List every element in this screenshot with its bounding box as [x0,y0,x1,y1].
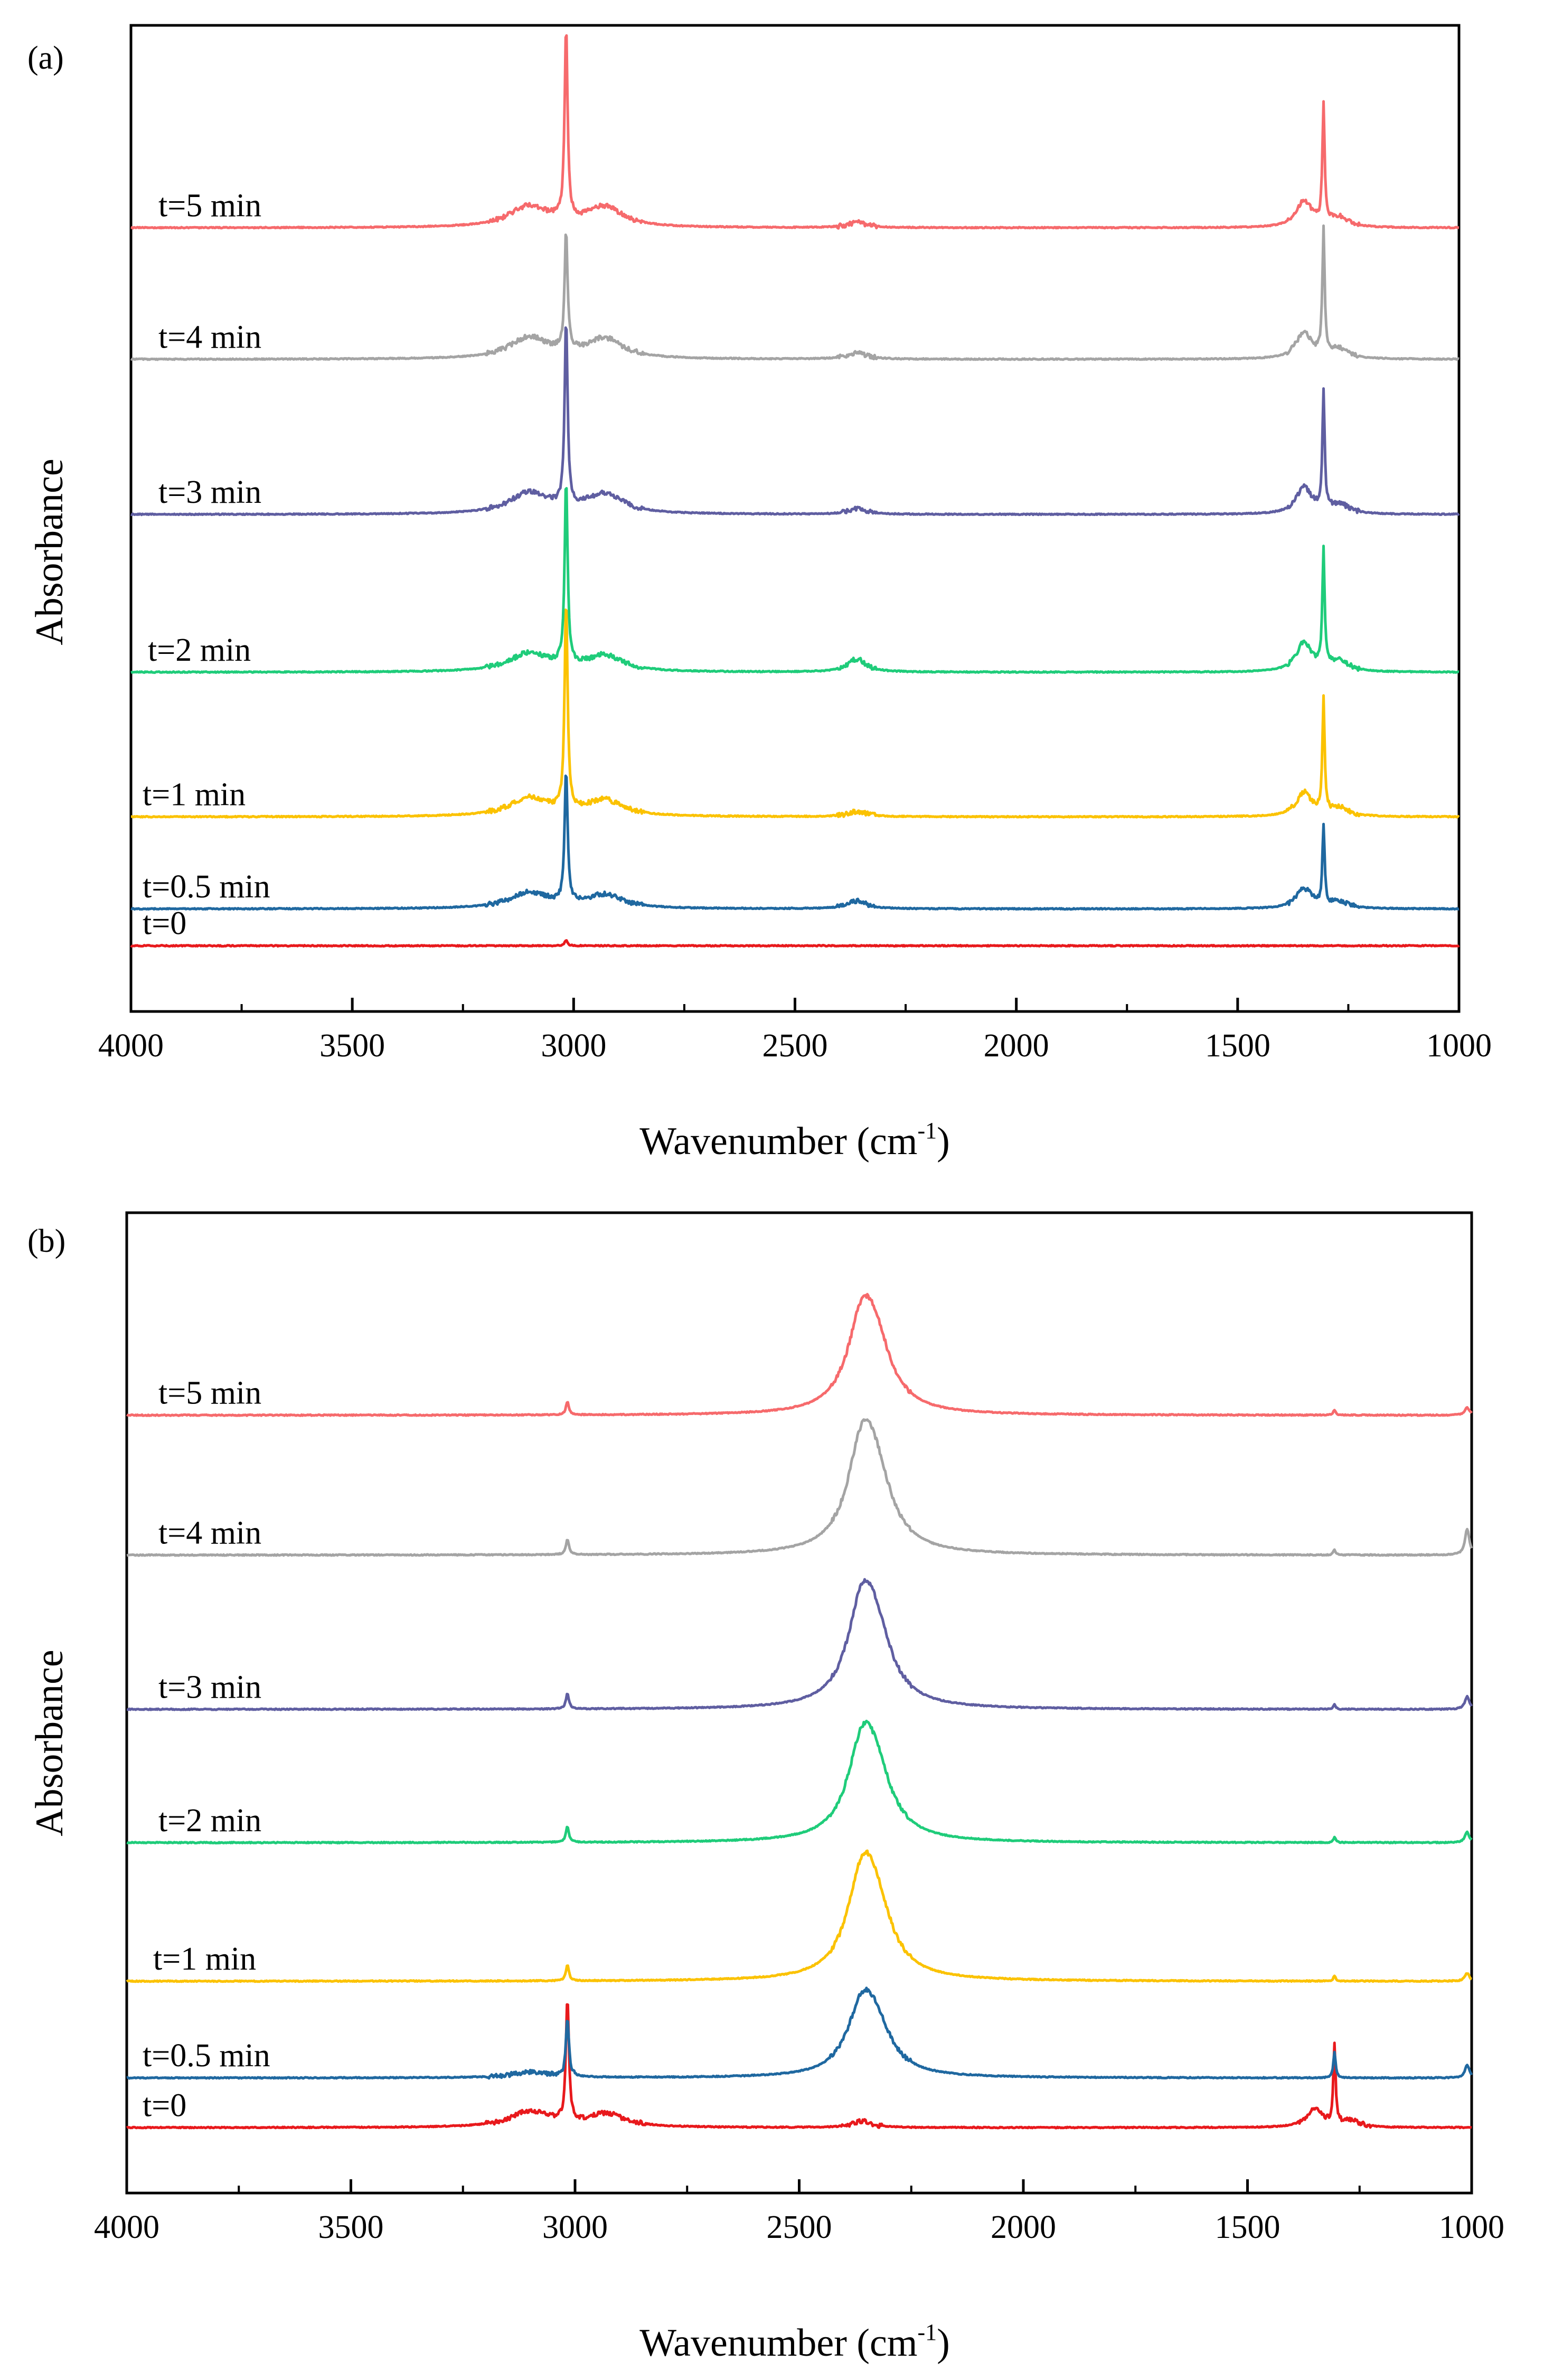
x-tick-label: 1000 [1439,2209,1504,2245]
x-tick-label: 3500 [318,2209,384,2245]
series-label: t=0 [143,906,186,942]
panel-a-x-axis-label-superscript: -1 [917,1118,937,1144]
series-label: t=5 min [158,188,261,223]
series-line [130,326,1460,517]
x-tick-label: 2000 [991,2209,1056,2245]
series-line [126,1849,1472,1983]
series-label: t=2 min [158,1803,261,1839]
series-line [130,487,1460,674]
series-label: t=0 [143,2087,186,2123]
series-label: t=1 min [153,1941,256,1977]
x-tick-label: 1500 [1205,1028,1270,1064]
panel-a-y-axis-label: Absorbance [28,458,71,645]
series-label: t=0.5 min [143,2038,270,2074]
series-label: t=5 min [158,1375,261,1411]
x-tick-label: 3500 [319,1028,385,1064]
series-label: t=4 min [158,1515,261,1551]
x-tick-label: 1500 [1215,2209,1281,2245]
series-line [126,2003,1472,2130]
panel-a-x-axis-label-text: Wavenumber (cm [639,1120,917,1163]
series-line [130,774,1460,911]
series-line [130,939,1460,948]
series-label: t=0.5 min [143,869,270,905]
panel-a: (a) Absorbance Wavenumber (cm-1) 4000 350… [27,24,1492,1163]
series-line [126,1578,1473,1711]
series-line [130,608,1460,819]
series-line [130,224,1460,361]
x-tick-label: 2000 [984,1028,1049,1064]
series-line [126,1292,1473,1417]
panel-a-x-axis-label-suffix: ) [937,1120,950,1163]
x-tick-label: 4000 [94,2209,159,2245]
panel-b-y-axis-label: Absorbance [28,1650,71,1836]
panel-b: (b) Absorbance Wavenumber (cm-1) 4000 350… [27,1211,1504,2365]
panel-b-label: (b) [27,1223,65,1259]
x-tick-label: 3000 [542,2209,608,2245]
x-tick-label: 2500 [767,2209,832,2245]
series-label: t=2 min [148,632,251,668]
panel-b-x-axis-label: Wavenumber (cm-1) [639,2319,950,2365]
x-tick-label: 4000 [98,1028,164,1064]
series-line [126,1987,1473,2080]
series-label: t=4 min [158,319,261,355]
panel-a-label: (a) [27,40,64,76]
series-line [126,1719,1473,1845]
x-tick-label: 2500 [762,1028,828,1064]
series-line [126,1418,1473,1557]
panel-b-x-axis-label-text: Wavenumber (cm [639,2321,917,2365]
x-tick-label: 3000 [541,1028,606,1064]
series-label: t=3 min [158,1669,261,1705]
panel-a-x-axis-label: Wavenumber (cm-1) [639,1118,950,1163]
series-label: t=1 min [143,777,246,813]
panel-b-x-axis-label-suffix: ) [937,2321,950,2365]
series-line [130,34,1460,230]
series-label: t=3 min [158,474,261,510]
panel-b-x-axis-label-superscript: -1 [917,2319,937,2345]
x-tick-label: 1000 [1426,1028,1492,1064]
